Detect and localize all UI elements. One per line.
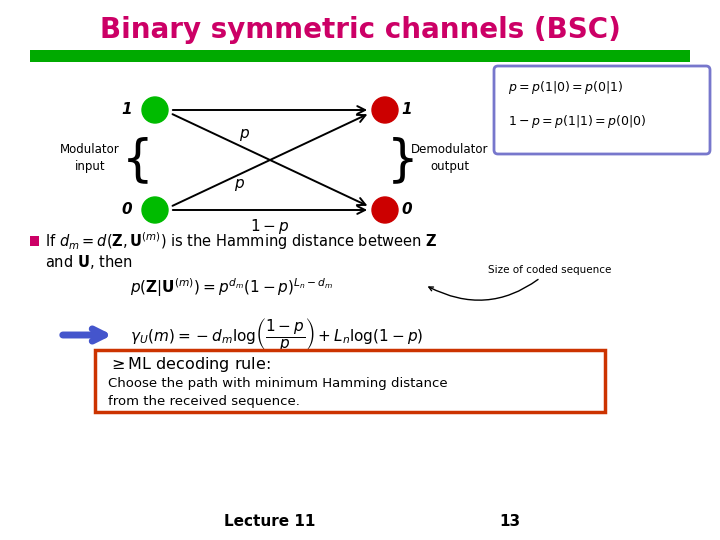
Circle shape — [372, 197, 398, 223]
Circle shape — [372, 97, 398, 123]
Bar — [95, 350, 605, 412]
Text: and $\mathbf{U}$, then: and $\mathbf{U}$, then — [45, 253, 132, 271]
Text: Size of coded sequence: Size of coded sequence — [429, 265, 611, 300]
Text: If $d_m = d(\mathbf{Z}, \mathbf{U}^{(m)})$ is the Hamming distance between $\mat: If $d_m = d(\mathbf{Z}, \mathbf{U}^{(m)}… — [45, 230, 438, 252]
Circle shape — [142, 197, 168, 223]
Text: $p(\mathbf{Z}|\mathbf{U}^{(m)}) = p^{d_m}(1-p)^{L_n-d_m}$: $p(\mathbf{Z}|\mathbf{U}^{(m)}) = p^{d_m… — [130, 276, 333, 299]
Text: Choose the path with minimum Hamming distance: Choose the path with minimum Hamming dis… — [108, 377, 448, 390]
Circle shape — [142, 97, 168, 123]
Text: 0: 0 — [122, 202, 132, 218]
Text: $p$: $p$ — [235, 177, 246, 193]
Bar — [30, 236, 39, 246]
Text: 0: 0 — [402, 202, 413, 218]
Text: Modulator
input: Modulator input — [60, 143, 120, 173]
Text: Demodulator
output: Demodulator output — [411, 143, 489, 173]
FancyBboxPatch shape — [494, 66, 710, 154]
Text: Lecture 11: Lecture 11 — [225, 515, 315, 530]
Text: $p$: $p$ — [240, 127, 251, 143]
Text: {: { — [122, 136, 154, 184]
Text: $1-p$: $1-p$ — [251, 217, 289, 235]
Text: }: } — [387, 136, 419, 184]
Text: $\geq$ML decoding rule:: $\geq$ML decoding rule: — [108, 355, 271, 375]
Text: $\gamma_U(m) = -d_m \log\!\left(\dfrac{1-p}{p}\right) + L_n \log(1-p)$: $\gamma_U(m) = -d_m \log\!\left(\dfrac{1… — [130, 316, 423, 354]
Bar — [30, 50, 690, 62]
Text: $p = p(1|0) = p(0|1)$: $p = p(1|0) = p(0|1)$ — [508, 79, 624, 97]
Text: Binary symmetric channels (BSC): Binary symmetric channels (BSC) — [99, 16, 621, 44]
Text: 1: 1 — [402, 103, 413, 118]
Text: $1-p = p(1|1) = p(0|0)$: $1-p = p(1|1) = p(0|0)$ — [508, 113, 647, 131]
Text: 13: 13 — [500, 515, 521, 530]
Text: from the received sequence.: from the received sequence. — [108, 395, 300, 408]
Text: 1: 1 — [122, 103, 132, 118]
